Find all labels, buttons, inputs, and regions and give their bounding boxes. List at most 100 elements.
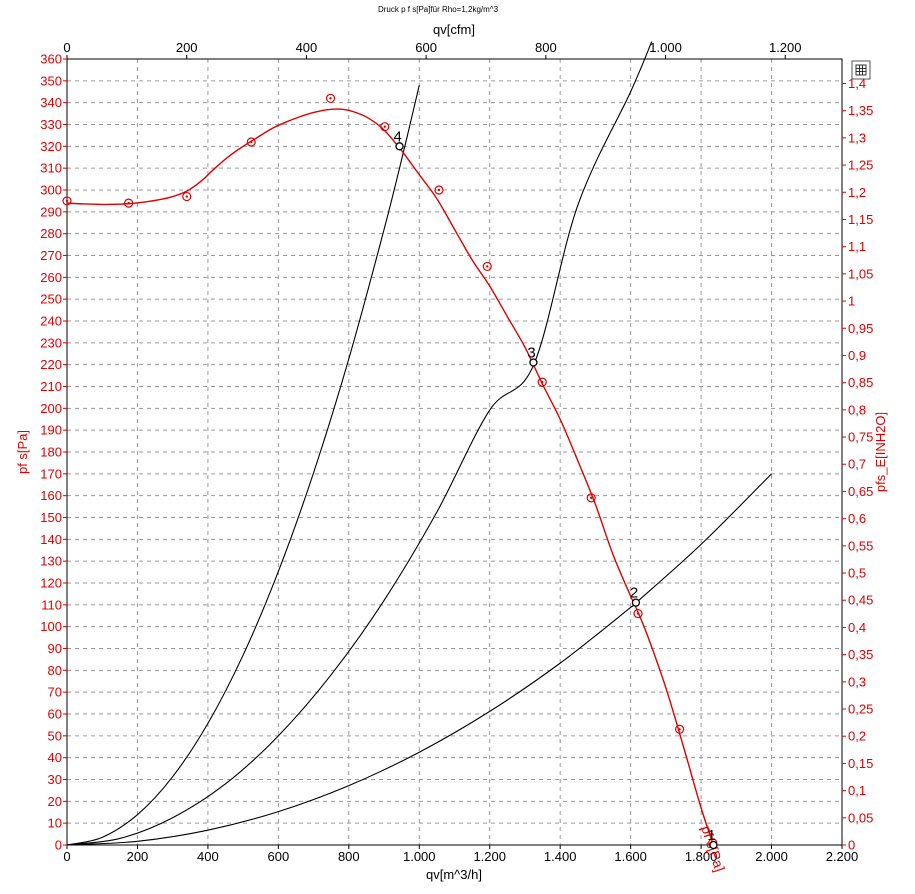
y-tick-label: 280 — [40, 226, 62, 241]
y-tick-label: 20 — [48, 794, 62, 809]
x-tick-label: 800 — [338, 849, 360, 864]
y-tick-label: 310 — [40, 161, 62, 176]
measure-point-dot — [589, 496, 593, 500]
y2-axis-label: pfs_E[INH2O] — [873, 412, 888, 492]
y2-tick-label: 0,1 — [848, 783, 866, 798]
y-tick-label: 130 — [40, 554, 62, 569]
y2-tick-label: 1,1 — [848, 239, 866, 254]
y2-tick-label: 0,2 — [848, 729, 866, 744]
y-tick-label: 240 — [40, 314, 62, 329]
y2-tick-label: 0,45 — [848, 593, 873, 608]
measure-point-ring — [380, 122, 390, 132]
y-tick-label: 170 — [40, 466, 62, 481]
x-tick-label: 2.200 — [826, 849, 859, 864]
x-tick-label: 1.000 — [403, 849, 436, 864]
system-curve-line — [66, 85, 420, 846]
y2-tick-label: 1,35 — [848, 103, 873, 118]
x-tick-label: 1.800 — [685, 849, 718, 864]
x2-tick-label: 200 — [176, 40, 198, 55]
operating-point-marker — [631, 598, 641, 607]
y-tick-label: 60 — [48, 707, 62, 722]
x2-tick-label: 1.200 — [769, 40, 802, 55]
x-tick-label: 1.600 — [614, 849, 647, 864]
x2-tick-label: 600 — [415, 40, 437, 55]
measure-point-ring — [586, 493, 596, 503]
fan-curve-line — [66, 108, 715, 846]
y2-tick-label: 0,5 — [848, 566, 866, 581]
y2-tick-label: 1 — [848, 294, 855, 309]
operating-point-label: 4 — [394, 128, 402, 145]
y-tick-label: 340 — [40, 95, 62, 110]
y-tick-label: 80 — [48, 663, 62, 678]
y-tick-label: 290 — [40, 204, 62, 219]
measure-point-dot — [329, 97, 332, 100]
operating-point-label: 3 — [527, 344, 535, 361]
x2-tick-label: 800 — [535, 40, 557, 55]
operating-point-marker — [709, 840, 718, 850]
measure-point-dot — [185, 195, 188, 198]
y-tick-label: 270 — [40, 248, 62, 263]
measure-point-dot — [678, 728, 681, 731]
x-tick-label: 200 — [127, 849, 149, 864]
y2-tick-label: 0,35 — [848, 647, 873, 662]
x-tick-label: 1.200 — [473, 849, 506, 864]
y-tick-label: 190 — [40, 423, 62, 438]
x-tick-label: 1.400 — [544, 849, 577, 864]
y-tick-label: 150 — [40, 510, 62, 525]
y2-tick-label: 1,4 — [848, 76, 866, 91]
measure-point-dot — [383, 125, 386, 128]
x-tick-label: 0 — [63, 849, 70, 864]
x2-tick-label: 400 — [296, 40, 318, 55]
y-tick-label: 100 — [40, 619, 62, 634]
y2-tick-label: 0,95 — [848, 321, 873, 336]
measure-point-dot — [65, 199, 69, 203]
y-tick-label: 0 — [55, 838, 62, 853]
y-tick-label: 140 — [40, 532, 62, 547]
y-tick-label: 300 — [40, 183, 62, 198]
y-tick-label: 10 — [48, 816, 62, 831]
operating-point-marker — [529, 358, 538, 367]
y2-tick-label: 0,65 — [848, 484, 873, 499]
y-tick-label: 220 — [40, 357, 62, 372]
system-curve-line — [66, 41, 653, 846]
x-tick-label: 2.000 — [755, 849, 788, 864]
y-tick-label: 210 — [40, 379, 62, 394]
x-axis-label: qv[m^3/h] — [426, 867, 482, 882]
y2-tick-label: 0,75 — [848, 430, 873, 445]
system-curve-line — [66, 473, 772, 846]
x2-tick-label: 1.000 — [649, 40, 682, 55]
y-tick-label: 330 — [40, 117, 62, 132]
y-tick-label: 360 — [40, 52, 62, 67]
measure-point-ring — [246, 137, 256, 147]
x2-tick-label: 0 — [63, 40, 70, 55]
measure-point-dot — [127, 201, 130, 205]
y2-tick-label: 1,2 — [848, 185, 866, 200]
y2-tick-label: 0,9 — [848, 348, 866, 363]
y-tick-label: 160 — [40, 488, 62, 503]
y-tick-label: 50 — [48, 728, 62, 743]
x-tick-label: 600 — [268, 849, 290, 864]
measure-point-ring — [633, 608, 643, 619]
y2-tick-label: 0,05 — [848, 810, 873, 825]
y-tick-label: 230 — [40, 335, 62, 350]
y-tick-label: 110 — [41, 597, 62, 612]
y2-tick-label: 0,8 — [848, 402, 866, 417]
y-tick-label: 250 — [40, 292, 62, 307]
operating-point-marker — [395, 142, 404, 151]
y-tick-label: 180 — [40, 445, 62, 460]
y2-tick-label: 1,25 — [848, 158, 873, 173]
y2-tick-label: 0,25 — [848, 702, 873, 717]
y2-tick-label: 1,15 — [848, 212, 873, 227]
y2-tick-label: 0,15 — [848, 756, 873, 771]
y-tick-label: 90 — [48, 641, 62, 656]
table-grid-icon[interactable] — [851, 60, 871, 80]
y-tick-label: 350 — [40, 73, 62, 88]
measure-point-ring — [325, 93, 336, 103]
y2-tick-label: 0,4 — [848, 620, 866, 635]
y2-tick-label: 0,6 — [848, 511, 866, 526]
measure-point-ring — [482, 261, 492, 272]
x-tick-label: 400 — [197, 849, 219, 864]
measure-point-ring — [675, 724, 685, 734]
measure-point-dot — [486, 265, 489, 268]
measure-point-ring — [182, 191, 192, 202]
